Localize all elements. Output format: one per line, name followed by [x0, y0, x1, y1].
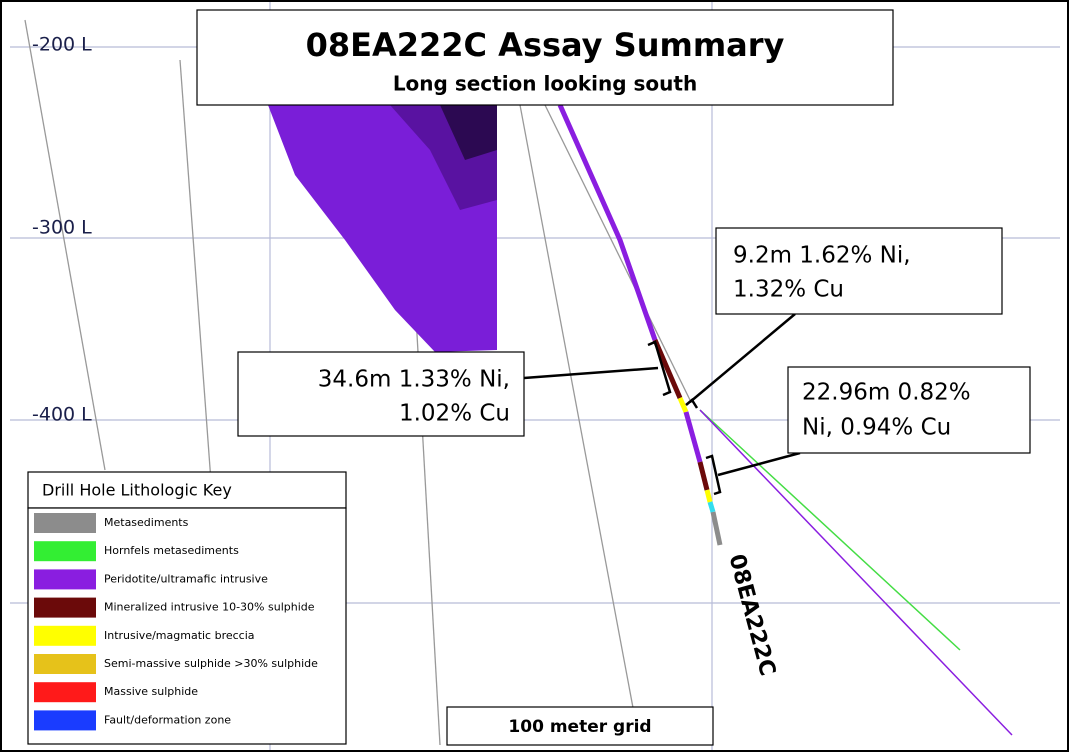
- legend-label: Mineralized intrusive 10-30% sulphide: [104, 601, 315, 614]
- callout-box: [237, 351, 525, 437]
- callout-box: [787, 366, 1031, 454]
- title: 08EA222C Assay Summary: [306, 26, 785, 64]
- hole-branch: [699, 409, 1013, 736]
- legend-label: Intrusive/magmatic breccia: [104, 629, 255, 642]
- legend-swatch: [34, 710, 96, 731]
- grid-label: 100 meter grid: [508, 717, 651, 737]
- ore-body-shade: [440, 105, 497, 160]
- drill-hole: [557, 103, 723, 546]
- leaders: [523, 313, 801, 477]
- legend-swatch: [34, 513, 96, 533]
- legend-title: Drill Hole Lithologic Key: [42, 481, 232, 500]
- legend-swatch: [34, 597, 96, 618]
- hole-branch: [699, 409, 961, 651]
- subtitle: Long section looking south: [393, 72, 697, 96]
- legend-swatch: [34, 541, 96, 562]
- level-label: -300 L: [32, 217, 92, 239]
- legend-label: Hornfels metasediments: [104, 544, 239, 557]
- callout-text: 34.6m 1.33% Ni,: [318, 367, 510, 393]
- callout-text: 22.96m 0.82%: [802, 380, 971, 406]
- legend-swatch: [34, 625, 96, 646]
- grid-label-box: [446, 706, 714, 746]
- legend-title-box: [27, 471, 347, 509]
- legend-swatch: [34, 682, 96, 703]
- legend: Metasediments Hornfels metasediments Perid…: [34, 513, 318, 731]
- legend-swatch: [34, 654, 96, 674]
- legend-label: Fault/deformation zone: [104, 713, 231, 726]
- legend-label: Semi-massive sulphide >30% sulphide: [104, 657, 318, 670]
- callout-text: 9.2m 1.62% Ni,: [733, 243, 911, 269]
- legend-swatch: [34, 569, 96, 590]
- level-label: -400 L: [32, 404, 92, 426]
- callout-text: Ni, 0.94% Cu: [802, 415, 951, 441]
- level-label: -200 L: [32, 34, 92, 56]
- legend-label: Peridotite/ultramafic intrusive: [104, 572, 268, 585]
- title-box: [196, 9, 894, 106]
- callout-text: 1.02% Cu: [399, 401, 510, 427]
- legend-label: Metasediments: [104, 516, 189, 529]
- callout-box: [715, 227, 1003, 315]
- callout-text: 1.32% Cu: [733, 277, 844, 303]
- legend-label: Massive sulphide: [104, 685, 198, 698]
